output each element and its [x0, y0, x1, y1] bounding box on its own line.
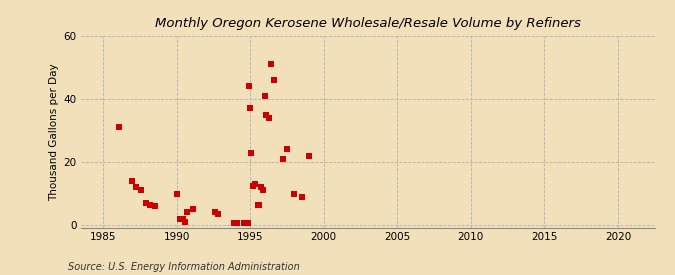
Point — [136, 188, 146, 192]
Point — [258, 188, 269, 192]
Point — [263, 116, 274, 120]
Point — [140, 201, 151, 205]
Point — [244, 84, 254, 89]
Y-axis label: Thousand Gallons per Day: Thousand Gallons per Day — [49, 63, 59, 201]
Point — [269, 78, 279, 82]
Point — [289, 191, 300, 196]
Point — [246, 150, 256, 155]
Point — [131, 185, 142, 189]
Point — [254, 202, 265, 207]
Point — [266, 62, 277, 66]
Point — [209, 210, 220, 215]
Point — [182, 210, 192, 215]
Point — [241, 220, 252, 225]
Point — [245, 106, 256, 111]
Point — [277, 157, 288, 161]
Title: Monthly Oregon Kerosene Wholesale/Resale Volume by Refiners: Monthly Oregon Kerosene Wholesale/Resale… — [155, 17, 580, 31]
Point — [229, 220, 240, 225]
Point — [149, 204, 160, 208]
Point — [114, 125, 125, 130]
Point — [261, 112, 272, 117]
Point — [242, 220, 253, 225]
Point — [259, 94, 270, 98]
Point — [213, 212, 223, 216]
Point — [188, 207, 198, 211]
Point — [174, 217, 185, 221]
Point — [247, 183, 258, 188]
Point — [127, 179, 138, 183]
Point — [177, 217, 188, 221]
Point — [180, 220, 190, 224]
Point — [281, 147, 292, 152]
Point — [239, 220, 250, 225]
Point — [232, 220, 242, 225]
Text: Source: U.S. Energy Information Administration: Source: U.S. Energy Information Administ… — [68, 262, 299, 272]
Point — [256, 185, 267, 189]
Point — [171, 191, 182, 196]
Point — [250, 182, 261, 186]
Point — [296, 194, 307, 199]
Point — [144, 202, 155, 207]
Point — [252, 202, 263, 207]
Point — [304, 153, 315, 158]
